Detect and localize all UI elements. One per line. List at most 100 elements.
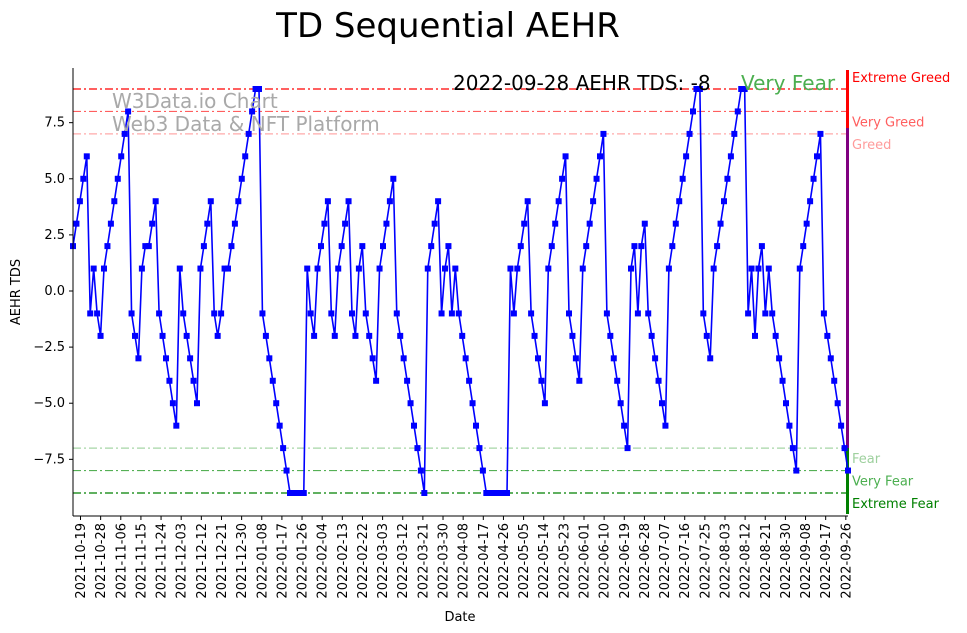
- data-point: [566, 310, 572, 317]
- data-point: [755, 265, 762, 272]
- data-point: [290, 490, 297, 496]
- data-point: [600, 130, 607, 137]
- data-point: [745, 310, 752, 317]
- y-axis-ticks: −7.5 −5.0 −2.5 0.0 2.5 5.0 7.5: [33, 116, 73, 467]
- x-tick-label: 2022-08-30: [779, 523, 794, 599]
- y-tick-label: −2.5: [33, 340, 65, 355]
- data-point: [256, 86, 262, 92]
- data-point: [355, 265, 362, 272]
- data-point: [490, 490, 497, 496]
- data-point: [176, 265, 183, 272]
- data-point: [183, 332, 190, 339]
- data-point: [514, 265, 521, 272]
- data-point: [80, 175, 87, 182]
- data-point: [631, 243, 638, 250]
- data-point: [242, 153, 249, 160]
- data-point: [700, 310, 707, 317]
- watermark-line-2: Web3 Data & NFT Platform: [112, 112, 380, 136]
- data-point: [142, 243, 149, 250]
- data-point: [307, 310, 314, 317]
- data-point: [135, 355, 142, 362]
- data-point: [163, 355, 169, 362]
- data-point: [803, 220, 810, 227]
- data-point: [359, 243, 366, 250]
- data-point: [114, 175, 121, 182]
- data-point: [421, 490, 428, 496]
- data-point: [373, 377, 380, 384]
- data-point: [225, 265, 231, 272]
- data-point: [76, 198, 83, 205]
- data-point: [683, 153, 690, 160]
- data-point: [221, 265, 228, 272]
- data-point: [400, 355, 407, 362]
- data-point: [638, 243, 645, 250]
- data-point: [817, 130, 824, 137]
- data-point: [717, 220, 724, 227]
- data-point: [662, 422, 669, 429]
- data-point: [628, 265, 634, 272]
- data-point: [231, 220, 238, 227]
- x-tick-label: 2022-03-03: [376, 523, 391, 599]
- data-point: [614, 377, 621, 384]
- data-point: [497, 490, 504, 496]
- data-point: [345, 198, 352, 205]
- x-tick-label: 2022-02-04: [316, 523, 331, 599]
- data-point: [597, 153, 603, 160]
- data-point: [211, 310, 218, 317]
- data-point: [94, 310, 101, 317]
- data-point: [820, 310, 827, 317]
- data-point: [376, 265, 383, 272]
- x-tick-label: 2022-01-26: [296, 523, 311, 599]
- data-point: [304, 265, 311, 272]
- data-point: [125, 108, 132, 115]
- data-point: [438, 310, 445, 317]
- data-point: [655, 377, 662, 384]
- data-point: [118, 153, 125, 160]
- data-point: [349, 310, 355, 317]
- data-point: [442, 265, 448, 272]
- data-point: [769, 310, 776, 317]
- data-point: [280, 445, 287, 452]
- data-point: [190, 377, 197, 384]
- data-point: [266, 355, 273, 362]
- data-point: [665, 265, 672, 272]
- x-tick-label: 2022-07-07: [658, 523, 673, 599]
- data-point: [445, 243, 452, 250]
- data-point: [789, 445, 796, 452]
- data-point: [703, 332, 710, 339]
- data-point: [452, 265, 459, 272]
- colorbar-greed-segment: [846, 70, 849, 128]
- data-point: [672, 220, 679, 227]
- data-point: [624, 445, 631, 452]
- level-label-extreme-fear: Extreme Fear: [852, 497, 940, 512]
- data-point: [734, 108, 741, 115]
- data-point: [579, 265, 586, 272]
- data-point: [218, 310, 225, 317]
- data-point: [796, 265, 803, 272]
- data-point: [262, 332, 269, 339]
- data-point: [249, 108, 256, 115]
- x-tick-label: 2021-11-06: [114, 523, 129, 599]
- data-point: [524, 198, 531, 205]
- data-point: [276, 422, 283, 429]
- data-point: [838, 422, 845, 429]
- data-point: [411, 422, 417, 429]
- data-point: [342, 220, 349, 227]
- x-tick-label: 2022-06-01: [578, 523, 593, 599]
- x-tick-label: 2022-06-28: [638, 523, 653, 599]
- data-point: [90, 265, 97, 272]
- data-point: [366, 332, 373, 339]
- x-tick-label: 2022-09-08: [799, 523, 814, 599]
- data-point: [448, 310, 455, 317]
- x-tick-label: 2021-12-21: [215, 523, 230, 599]
- data-point: [393, 310, 400, 317]
- data-point: [417, 467, 424, 474]
- data-point: [311, 332, 318, 339]
- data-point: [479, 467, 486, 474]
- data-point: [483, 490, 490, 496]
- series-line-aehr-tds: [72, 88, 849, 494]
- data-point: [555, 198, 562, 205]
- level-label-very-greed: Very Greed: [852, 115, 924, 130]
- data-point: [152, 198, 159, 205]
